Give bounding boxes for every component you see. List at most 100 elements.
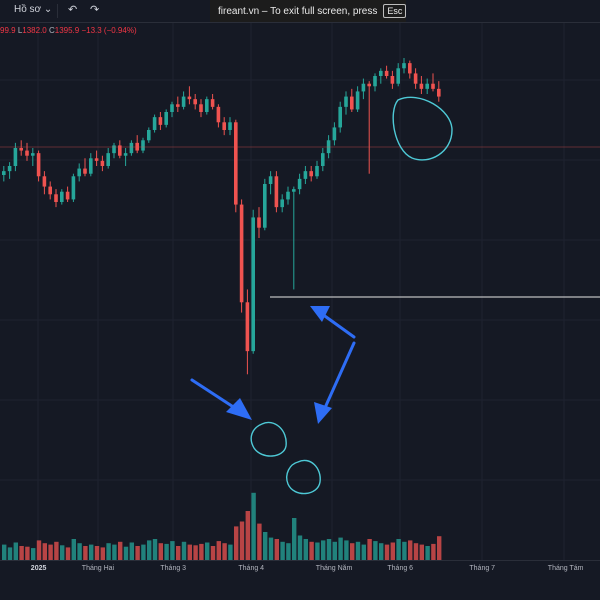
volume-bar xyxy=(373,541,378,560)
candle-body xyxy=(419,83,424,89)
candle xyxy=(234,119,238,213)
volume-bar xyxy=(390,542,395,560)
volume-bar xyxy=(48,544,53,560)
candle-body xyxy=(228,122,232,130)
volume-bar xyxy=(297,535,303,560)
candlesticks xyxy=(2,58,441,375)
volume-bar xyxy=(176,546,181,560)
volume-bar xyxy=(71,539,76,560)
candle-body xyxy=(83,168,87,174)
candle xyxy=(31,148,35,166)
profile-menu[interactable]: Hồ sơ ⌄ xyxy=(14,4,52,15)
candle xyxy=(158,112,163,130)
candle-body xyxy=(112,145,116,154)
legend-low-prefix: L xyxy=(17,26,23,35)
candle xyxy=(147,127,151,143)
candle xyxy=(7,162,12,179)
volume-bar xyxy=(280,541,285,560)
volume-bar xyxy=(65,547,71,560)
candle-body xyxy=(297,178,302,190)
legend-close-prefix: C xyxy=(48,26,55,35)
profile-label: Hồ sơ xyxy=(14,4,42,15)
volume-bar xyxy=(274,539,279,560)
candle xyxy=(297,173,302,195)
candle xyxy=(42,171,47,195)
candle xyxy=(321,148,325,172)
candle xyxy=(268,171,273,195)
candle-body xyxy=(2,171,6,175)
candle xyxy=(54,189,58,208)
candle xyxy=(112,142,116,159)
arrow-to-volume-2 xyxy=(322,341,356,412)
candle-body xyxy=(106,153,110,166)
candle-body xyxy=(379,70,383,76)
candle xyxy=(77,163,81,182)
candle-body xyxy=(315,166,319,177)
candle xyxy=(60,189,64,205)
candle xyxy=(286,186,290,205)
candle-body xyxy=(280,199,284,208)
legend-close-value: 1395.9 xyxy=(54,26,80,35)
volume-bar xyxy=(123,546,129,560)
candle-body xyxy=(89,158,93,174)
volume-bar xyxy=(135,546,140,560)
toolbar-divider xyxy=(57,4,58,18)
candle-body xyxy=(71,176,76,200)
candle xyxy=(210,94,215,110)
volume-bar xyxy=(94,546,100,560)
candle-body xyxy=(431,83,435,89)
candle-body xyxy=(129,142,134,154)
candle-body xyxy=(332,127,337,141)
candle xyxy=(170,101,174,118)
candle xyxy=(83,158,87,177)
candle-body xyxy=(390,76,395,84)
candle-body xyxy=(199,104,203,112)
volume-bar xyxy=(158,543,163,560)
candle-body xyxy=(239,204,244,303)
candle xyxy=(274,171,279,213)
legend-open-value: 99.9 xyxy=(0,26,16,35)
candle xyxy=(118,140,122,159)
volume-bar xyxy=(251,492,256,560)
volume-bar xyxy=(7,547,13,560)
volume-bar xyxy=(147,540,152,560)
candle-body xyxy=(373,76,377,87)
volume-bars xyxy=(2,492,442,560)
volume-bar xyxy=(379,543,384,560)
x-tick-label: Tháng 7 xyxy=(469,565,496,572)
annotation-arrows xyxy=(190,306,356,424)
candle-body xyxy=(31,153,35,156)
candle-body xyxy=(193,99,197,105)
candle xyxy=(181,91,186,110)
volume-bar xyxy=(321,540,326,560)
candle xyxy=(228,117,232,136)
candle-body xyxy=(25,150,29,156)
volume-bar xyxy=(292,518,297,560)
candle xyxy=(425,78,429,94)
candle-body xyxy=(164,112,168,125)
candle xyxy=(19,140,23,156)
volume-bar xyxy=(42,543,47,560)
volume-bar xyxy=(437,536,442,560)
legend-low-value: 1382.0 xyxy=(22,26,47,35)
volume-bar xyxy=(205,542,210,560)
candle-body xyxy=(222,122,226,130)
volume-bar xyxy=(344,540,349,560)
undo-icon[interactable]: ↶ xyxy=(68,4,78,16)
candle xyxy=(205,96,209,115)
volume-bar xyxy=(408,540,413,560)
candle-body xyxy=(251,217,255,352)
x-tick-label: Tháng Năm xyxy=(315,565,353,572)
redo-icon[interactable]: ↷ xyxy=(90,4,100,16)
candle xyxy=(413,68,418,89)
candle-body xyxy=(147,130,151,141)
candle xyxy=(48,181,52,200)
x-axis-line xyxy=(0,560,600,561)
candle xyxy=(384,65,389,79)
esc-key[interactable]: Esc xyxy=(383,4,407,18)
candle-body xyxy=(152,117,157,130)
candle-body xyxy=(94,158,99,161)
ohlc-legend: 99.9 L1382.0 C1395.9 −13.3 (−0.94%) xyxy=(0,26,137,35)
candle-body xyxy=(257,217,261,228)
